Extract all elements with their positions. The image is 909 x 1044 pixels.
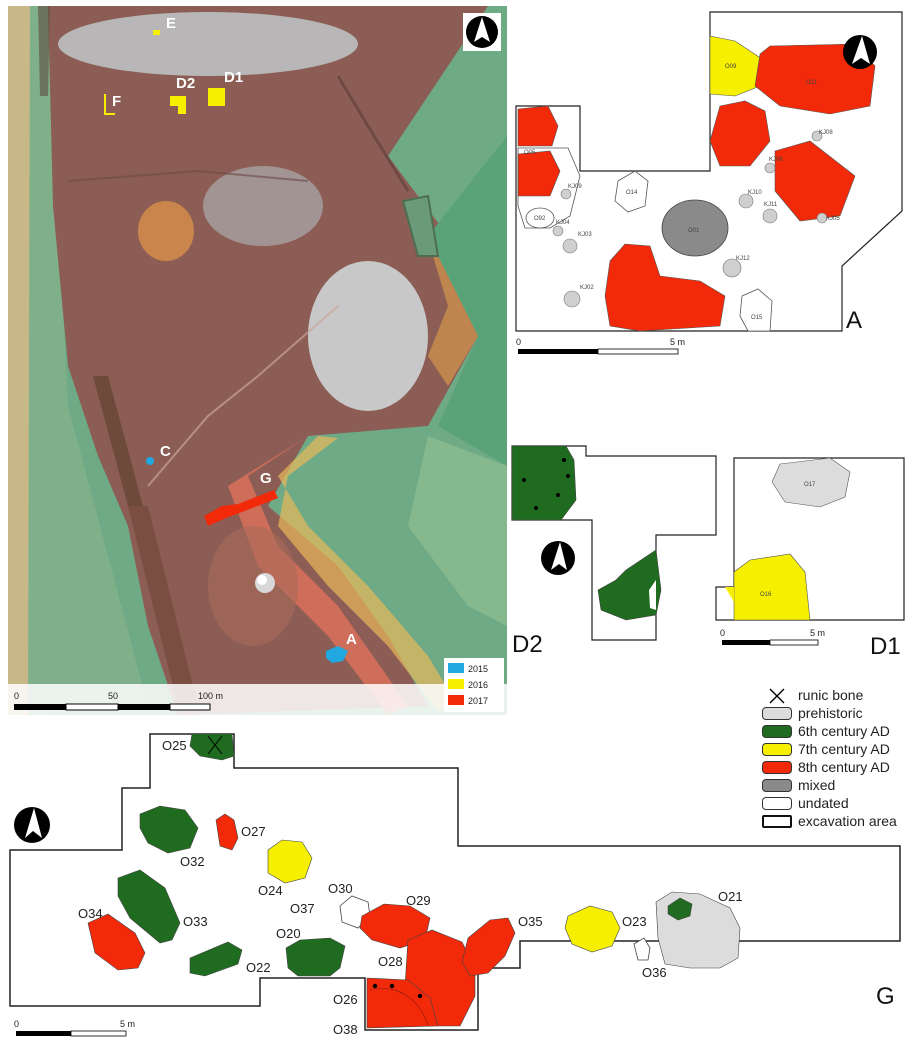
feat-KJ08: KJ08	[819, 130, 833, 136]
label-O20: O20	[276, 926, 301, 941]
label-O22: O22	[246, 960, 271, 975]
feat-O17: O17	[804, 482, 816, 488]
legend-label: 8th century AD	[798, 759, 890, 775]
legend-label: prehistoric	[798, 705, 863, 721]
plan-D1-scale-5: 5 m	[810, 628, 825, 638]
label-O36: O36	[642, 965, 667, 980]
north-arrow-icon	[14, 807, 50, 843]
plan-D2-title: D2	[512, 631, 543, 658]
site-map: E F D2 D1 C G A 0 50 100 m 2015 2016 201…	[8, 6, 507, 715]
label-O25: O25	[162, 738, 187, 753]
marker-E	[153, 30, 160, 35]
legend-item-undated: undated	[762, 794, 849, 812]
label-D1: D1	[224, 69, 243, 86]
site-scale-0: 0	[14, 691, 19, 701]
plan-A-title: A	[846, 307, 862, 334]
label-O37: O37	[290, 901, 315, 916]
plan-G: O25 O27 O32 O24 O30 O37 O29 O34 O33 O20 …	[0, 728, 909, 1039]
feat-KJ02: KJ02	[580, 285, 594, 291]
legend-item-mixed: mixed	[762, 776, 835, 794]
feat-KJ10: KJ10	[748, 190, 762, 196]
site-scale-100: 100 m	[198, 691, 223, 701]
north-arrow-icon	[541, 541, 575, 575]
marker-A	[326, 646, 348, 663]
year-2017: 2017	[468, 696, 488, 706]
label-O32: O32	[180, 854, 205, 869]
plan-D2: D2	[506, 440, 720, 660]
feat-KJ06: KJ06	[769, 157, 783, 163]
feat-KJ12: KJ12	[736, 256, 750, 262]
label-O34: O34	[78, 906, 103, 921]
plan-D1: O17 O16 0 5 m D1	[710, 452, 909, 662]
marker-G	[204, 490, 278, 526]
runic-bone-icon	[762, 688, 792, 704]
label-O28: O28	[378, 954, 403, 969]
label-O29: O29	[406, 893, 431, 908]
plan-A-scale-0: 0	[516, 337, 521, 347]
marker-D2	[170, 96, 186, 114]
legend-label: mixed	[798, 777, 836, 793]
feat-O09: O09	[725, 64, 737, 70]
label-O38: O38	[333, 1022, 358, 1037]
legend-item-area: excavation area	[762, 812, 897, 830]
plan-G-scale-0: 0	[14, 1019, 19, 1029]
site-map-svg: E F D2 D1 C G A 0 50 100 m 2015 2016 201…	[8, 6, 507, 715]
legend-item-runic: runic bone	[762, 686, 863, 704]
feat-KJ09: KJ09	[568, 184, 582, 190]
feat-KJ03: KJ03	[578, 232, 592, 238]
label-O27: O27	[241, 824, 266, 839]
label-O24: O24	[258, 883, 283, 898]
feat-O16: O16	[760, 592, 772, 598]
year-2015: 2015	[468, 664, 488, 674]
feat-O11: O11	[806, 80, 818, 86]
plan-G-svg: O25 O27 O32 O24 O30 O37 O29 O34 O33 O20 …	[9, 733, 901, 1037]
label-A: A	[346, 631, 357, 648]
label-E: E	[166, 15, 176, 32]
label-O33: O33	[183, 914, 208, 929]
feat-O01: O01	[688, 228, 700, 234]
feat-O92: O92	[534, 216, 546, 222]
north-arrow-icon	[843, 35, 877, 69]
marker-D1	[208, 88, 225, 106]
plan-G-scale-5: 5 m	[120, 1019, 135, 1029]
label-O23: O23	[622, 914, 647, 929]
label-O30: O30	[328, 881, 353, 896]
feat-KJ05: KJ05	[826, 216, 840, 222]
label-C: C	[160, 443, 171, 460]
label-G: G	[260, 470, 272, 487]
legend-label: 7th century AD	[798, 741, 890, 757]
feat-O05: O05	[524, 150, 536, 156]
legend-item-c6: 6th century AD	[762, 722, 890, 740]
feat-O15: O15	[751, 315, 763, 321]
feat-KJ04: KJ04	[556, 220, 570, 226]
year-2016: 2016	[468, 680, 488, 690]
legend-item-c7: 7th century AD	[762, 740, 890, 758]
label-D2: D2	[176, 75, 195, 92]
legend-label: excavation area	[798, 813, 897, 829]
plan-D2-svg: D2	[511, 445, 717, 658]
feat-KJ11: KJ11	[764, 202, 778, 208]
feat-O14: O14	[626, 190, 638, 196]
legend-label: runic bone	[798, 687, 864, 703]
plan-A: O09 O11 O05 O92 O14 O01 KJ09 KJ04 KJ03 K…	[510, 6, 909, 366]
label-O21: O21	[718, 889, 743, 904]
label-F: F	[112, 93, 121, 110]
plan-A-scale-5: 5 m	[670, 337, 685, 347]
plan-D1-svg: O17 O16 0 5 m D1	[715, 457, 905, 660]
marker-F	[104, 94, 115, 115]
plan-D1-title: D1	[870, 633, 901, 660]
plan-D1-scale-0: 0	[720, 628, 725, 638]
plan-G-title: G	[876, 983, 895, 1010]
label-O35: O35	[518, 914, 543, 929]
legend-label: undated	[798, 795, 849, 811]
label-O26: O26	[333, 992, 358, 1007]
north-arrow-icon	[463, 13, 501, 51]
legend-label: 6th century AD	[798, 723, 890, 739]
legend-item-c8: 8th century AD	[762, 758, 890, 776]
site-scale-50: 50	[108, 691, 118, 701]
legend-item-prehistoric: prehistoric	[762, 704, 863, 722]
plan-A-svg: O09 O11 O05 O92 O14 O01 KJ09 KJ04 KJ03 K…	[515, 11, 903, 355]
marker-C	[146, 457, 154, 465]
